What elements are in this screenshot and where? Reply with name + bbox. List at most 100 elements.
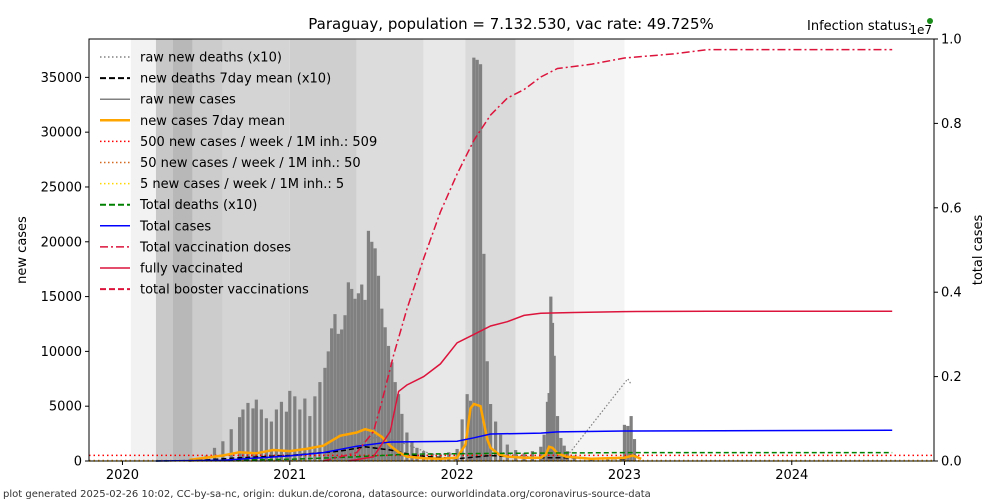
new-cases-bar: [550, 322, 555, 461]
legend-label: Total vaccination doses: [139, 240, 291, 255]
new-cases-bar: [323, 367, 327, 461]
new-cases-bar: [485, 361, 489, 461]
new-cases-bar: [478, 64, 483, 461]
legend-label: 50 new cases / week / 1M inh.: 50: [140, 156, 361, 171]
vaccination-doses-line: [323, 48, 893, 462]
new-cases-bar: [530, 451, 535, 461]
new-cases-bar: [455, 448, 459, 461]
y-left-tick-label: 35000: [41, 71, 82, 86]
status-band: [192, 39, 223, 461]
x-tick-label: 2023: [608, 468, 641, 483]
new-cases-bar: [415, 447, 419, 461]
new-cases-bar: [482, 253, 486, 461]
new-cases-bar: [405, 432, 409, 461]
new-cases-bar: [350, 288, 354, 461]
new-cases-bar: [274, 409, 279, 461]
new-cases-bar: [472, 57, 476, 462]
new-cases-bar: [488, 404, 493, 461]
new-cases-bar: [468, 400, 473, 461]
status-band: [130, 39, 156, 461]
y-left-tick-label: 30000: [41, 126, 82, 141]
legend: raw new deaths (x10) new deaths 7day mean…: [100, 51, 377, 298]
new-cases-bar: [212, 447, 217, 461]
new-cases-bar: [333, 314, 337, 461]
new-cases-bar: [447, 452, 451, 461]
new-cases-bar: [393, 382, 397, 461]
new-cases-bar: [390, 362, 394, 461]
new-cases-bar: [366, 230, 371, 461]
new-cases-bar: [346, 282, 350, 461]
new-cases-bar: [279, 401, 284, 461]
new-cases-mean-line: [189, 402, 642, 462]
status-band: [356, 39, 424, 461]
new-cases-bar: [555, 416, 560, 461]
y-left-tick-label: 10000: [41, 345, 82, 360]
legend-label: 500 new cases / week / 1M inh.: 509: [140, 135, 377, 150]
new-cases-bar: [370, 241, 374, 461]
new-cases-bar: [376, 275, 381, 461]
new-cases-bar: [542, 434, 546, 461]
new-cases-bar: [246, 402, 250, 461]
total-cases-line: [155, 429, 893, 462]
new-cases-bar: [303, 398, 307, 461]
new-cases-bar: [626, 425, 630, 461]
y-right-tick-label: 0.6: [941, 201, 962, 216]
new-cases-bar: [400, 413, 404, 461]
new-cases-bar: [380, 308, 384, 461]
status-band: [423, 39, 466, 461]
new-cases-bar: [383, 327, 387, 461]
new-cases-bar: [221, 441, 225, 461]
new-cases-bar: [629, 416, 633, 461]
new-cases-bar: [237, 417, 242, 461]
new-cases-bar: [363, 299, 367, 461]
x-tick-label: 2024: [775, 468, 808, 483]
new-cases-bar: [288, 390, 292, 461]
new-cases-bar: [622, 424, 627, 461]
new-cases-bar: [241, 409, 245, 461]
new-cases-bar: [251, 408, 255, 461]
x-tick-label: 2021: [273, 468, 306, 483]
legend-label: new deaths 7day mean (x10): [140, 72, 331, 87]
y-right-tick-label: 0.8: [941, 117, 962, 132]
x-tick-label: 2022: [441, 468, 474, 483]
new-cases-bar: [552, 355, 556, 461]
y-right-tick-label: 0.0: [941, 455, 962, 470]
axes: 2020 2021 2022 2023 2024 0 5000 10000 15000 20000…: [41, 33, 962, 484]
new-cases-bar: [559, 437, 563, 461]
new-cases-bar: [386, 345, 391, 461]
y-right-tick-label: 1.0: [941, 33, 962, 48]
footer-credit: plot generated 2025-02-26 10:02, CC-by-s…: [3, 489, 651, 500]
new-cases-bar: [410, 442, 414, 461]
legend-label: Total cases: [139, 219, 211, 234]
y-left-tick-label: 5000: [49, 400, 82, 415]
new-cases-bar: [356, 293, 360, 461]
new-cases-bar: [326, 351, 330, 461]
legend-label: 5 new cases / week / 1M inh.: 5: [140, 177, 344, 192]
plot-frame: [88, 38, 935, 462]
new-cases-bar: [343, 315, 347, 461]
total-deaths-line: [155, 451, 893, 462]
status-band: [155, 39, 173, 461]
new-cases-bar: [547, 393, 551, 461]
legend-label: raw new cases: [140, 93, 236, 108]
status-band: [172, 39, 193, 461]
new-cases-bar: [549, 296, 553, 461]
legend-label: Total deaths (x10): [139, 198, 257, 213]
new-cases-bar: [360, 284, 364, 461]
chart-title: Paraguay, population = 7.132.530, vac ra…: [308, 15, 713, 33]
new-cases-bar: [353, 298, 357, 461]
new-cases-bar: [475, 59, 479, 461]
legend-label: new cases 7day mean: [140, 114, 285, 129]
left-axis-label: new cases: [15, 216, 30, 284]
new-cases-bar: [284, 411, 289, 461]
new-cases-bar: [264, 418, 268, 461]
new-cases-bar: [313, 396, 317, 461]
new-cases-bar: [254, 399, 258, 461]
y-left-tick-label: 0: [74, 455, 82, 470]
status-band: [574, 39, 625, 461]
y-right-tick-label: 0.4: [941, 286, 962, 301]
infection-status-shading: [130, 39, 625, 461]
new-cases-bar: [336, 333, 340, 461]
status-band: [222, 39, 290, 461]
new-cases-bar: [514, 450, 518, 461]
